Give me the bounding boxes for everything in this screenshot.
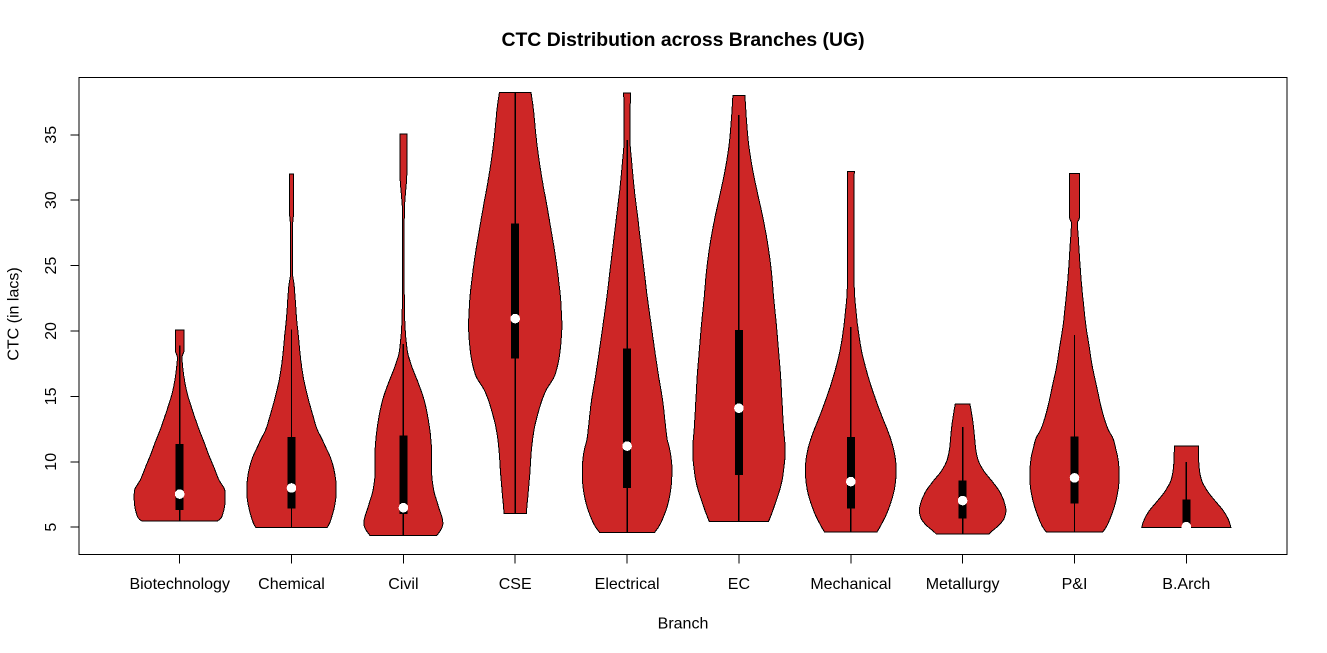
svg-text:CTC (in lacs): CTC (in lacs): [6, 267, 23, 360]
svg-text:Electrical: Electrical: [595, 576, 660, 593]
svg-text:B.Arch: B.Arch: [1162, 576, 1210, 593]
svg-text:Chemical: Chemical: [258, 576, 325, 593]
svg-text:EC: EC: [728, 576, 750, 593]
svg-text:CSE: CSE: [499, 576, 532, 593]
svg-text:Civil: Civil: [388, 576, 418, 593]
svg-text:25: 25: [43, 257, 60, 275]
svg-text:Biotechnology: Biotechnology: [129, 576, 230, 593]
svg-text:20: 20: [43, 322, 60, 340]
svg-text:CTC Distribution across Branch: CTC Distribution across Branches (UG): [501, 29, 864, 51]
svg-text:10: 10: [43, 453, 60, 471]
svg-text:Metallurgy: Metallurgy: [926, 576, 1000, 593]
svg-text:35: 35: [43, 126, 60, 144]
svg-text:15: 15: [43, 387, 60, 405]
svg-text:P&I: P&I: [1062, 576, 1088, 593]
svg-text:Mechanical: Mechanical: [810, 576, 891, 593]
svg-text:30: 30: [43, 191, 60, 209]
svg-text:5: 5: [43, 523, 60, 532]
svg-text:Branch: Branch: [658, 616, 709, 633]
